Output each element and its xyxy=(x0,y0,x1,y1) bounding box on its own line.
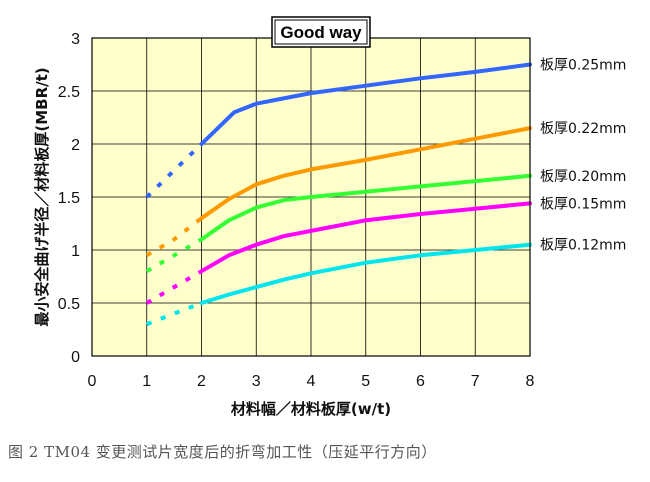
series-label: 板厚0.22mm xyxy=(540,121,626,137)
x-tick-label: 3 xyxy=(252,373,261,390)
x-tick-label: 6 xyxy=(416,373,425,390)
series-label: 板厚0.25mm xyxy=(540,58,626,74)
series-label: 板厚0.12mm xyxy=(540,238,626,254)
figure-caption: 图 2 TM04 变更测试片宽度后的折弯加工性（压延平行方向） xyxy=(8,443,437,461)
series-line-0 xyxy=(199,62,532,146)
x-tick-label: 2 xyxy=(197,373,206,390)
y-tick-label: 1.5 xyxy=(58,190,80,207)
chart-title: Good way xyxy=(280,23,362,42)
x-axis-title: 材料幅／材料板厚(w/t) xyxy=(231,400,391,418)
series-layer xyxy=(145,62,532,327)
series-line-dashed-4 xyxy=(146,301,203,327)
y-tick-label: 1 xyxy=(71,243,80,260)
y-tick-label: 0 xyxy=(71,349,80,366)
x-tick-label: 4 xyxy=(307,373,316,390)
y-tick-label: 2.5 xyxy=(58,84,80,101)
chart: 0 1 2 3 4 5 6 7 800.511.522.53 板厚0.25mm板厚0.22mm板… xyxy=(33,16,626,418)
tick-labels: 0 1 2 3 4 5 6 7 8 0 0.5 1 1.5 2 2.5 3 xyxy=(58,31,535,390)
y-tick-label: 0.5 xyxy=(58,296,80,313)
title-box: Good way xyxy=(271,16,371,48)
series-labels: 板厚0.25mm 板厚0.22mm 板厚0.20mm 板厚0.15mm 板厚0.12mm xyxy=(540,58,626,254)
x-tick-label: 7 xyxy=(471,373,480,390)
x-tick-label: 8 xyxy=(526,373,535,390)
series-label: 板厚0.15mm xyxy=(540,196,626,212)
x-tick-label: 0 xyxy=(88,373,97,390)
y-tick-label: 2 xyxy=(71,137,80,154)
x-tick-label: 1 xyxy=(142,373,151,390)
series-label: 板厚0.20mm xyxy=(540,169,626,185)
y-axis-title: 最小安全曲げ半径／材料板厚(MBR/t) xyxy=(33,67,51,326)
x-tick-label: 5 xyxy=(361,373,370,390)
y-tick-label: 3 xyxy=(71,31,80,48)
series-line-dashed-0 xyxy=(145,142,203,199)
